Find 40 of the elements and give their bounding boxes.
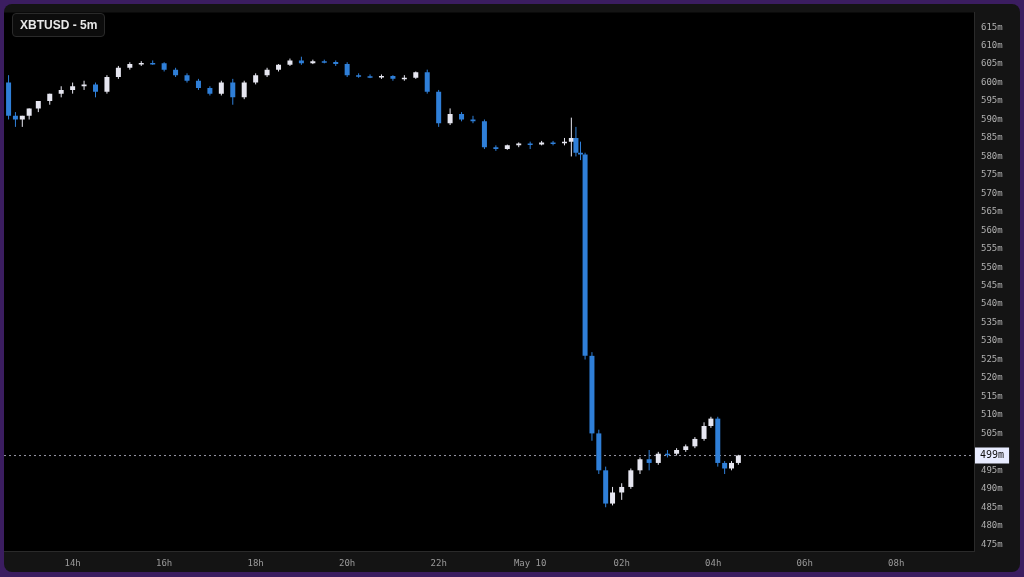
ref-line-label: 499m <box>980 449 1005 461</box>
x-tick-label: 14h <box>64 557 81 568</box>
y-tick-label: 600m <box>981 76 1003 87</box>
y-tick-label: 570m <box>981 187 1003 198</box>
y-tick-label: 575m <box>981 169 1003 180</box>
y-tick-label: 585m <box>981 132 1003 143</box>
y-tick-label: 495m <box>981 464 1003 475</box>
y-tick-label: 610m <box>981 39 1003 50</box>
y-tick-label: 565m <box>981 206 1003 217</box>
y-tick-label: 505m <box>981 427 1003 438</box>
x-tick-label: 08h <box>888 557 905 568</box>
y-tick-label: 530m <box>981 335 1003 346</box>
y-tick-label: 560m <box>981 224 1003 235</box>
x-tick-label: 18h <box>247 557 264 568</box>
x-tick-label: 02h <box>613 557 630 568</box>
y-tick-label: 605m <box>981 58 1003 69</box>
x-tick-label: May 10 <box>513 557 547 568</box>
x-tick-label: 16h <box>156 557 173 568</box>
y-tick-label: 525m <box>981 353 1003 364</box>
y-tick-label: 590m <box>981 113 1003 124</box>
x-tick-label: 04h <box>705 557 722 568</box>
y-tick-label: 535m <box>981 316 1003 327</box>
y-tick-label: 615m <box>981 21 1003 32</box>
text: XBTUSD - 5m <box>12 13 106 37</box>
y-tick-label: 485m <box>981 501 1003 512</box>
y-tick-label: 520m <box>981 372 1003 383</box>
x-tick-label: 06h <box>796 557 813 568</box>
y-tick-label: 580m <box>981 150 1003 161</box>
y-tick-label: 490m <box>981 483 1003 494</box>
y-tick-label: 515m <box>981 390 1003 401</box>
x-tick-label: 20h <box>339 557 356 568</box>
y-tick-label: 475m <box>981 538 1003 549</box>
x-tick-label: 22h <box>430 557 447 568</box>
y-tick-label: 510m <box>981 409 1003 420</box>
y-tick-label: 555m <box>981 243 1003 254</box>
y-tick-label: 595m <box>981 95 1003 106</box>
y-tick-label: 545m <box>981 280 1003 291</box>
y-tick-label: 480m <box>981 520 1003 531</box>
y-tick-label: 550m <box>981 261 1003 272</box>
y-tick-label: 540m <box>981 298 1003 309</box>
